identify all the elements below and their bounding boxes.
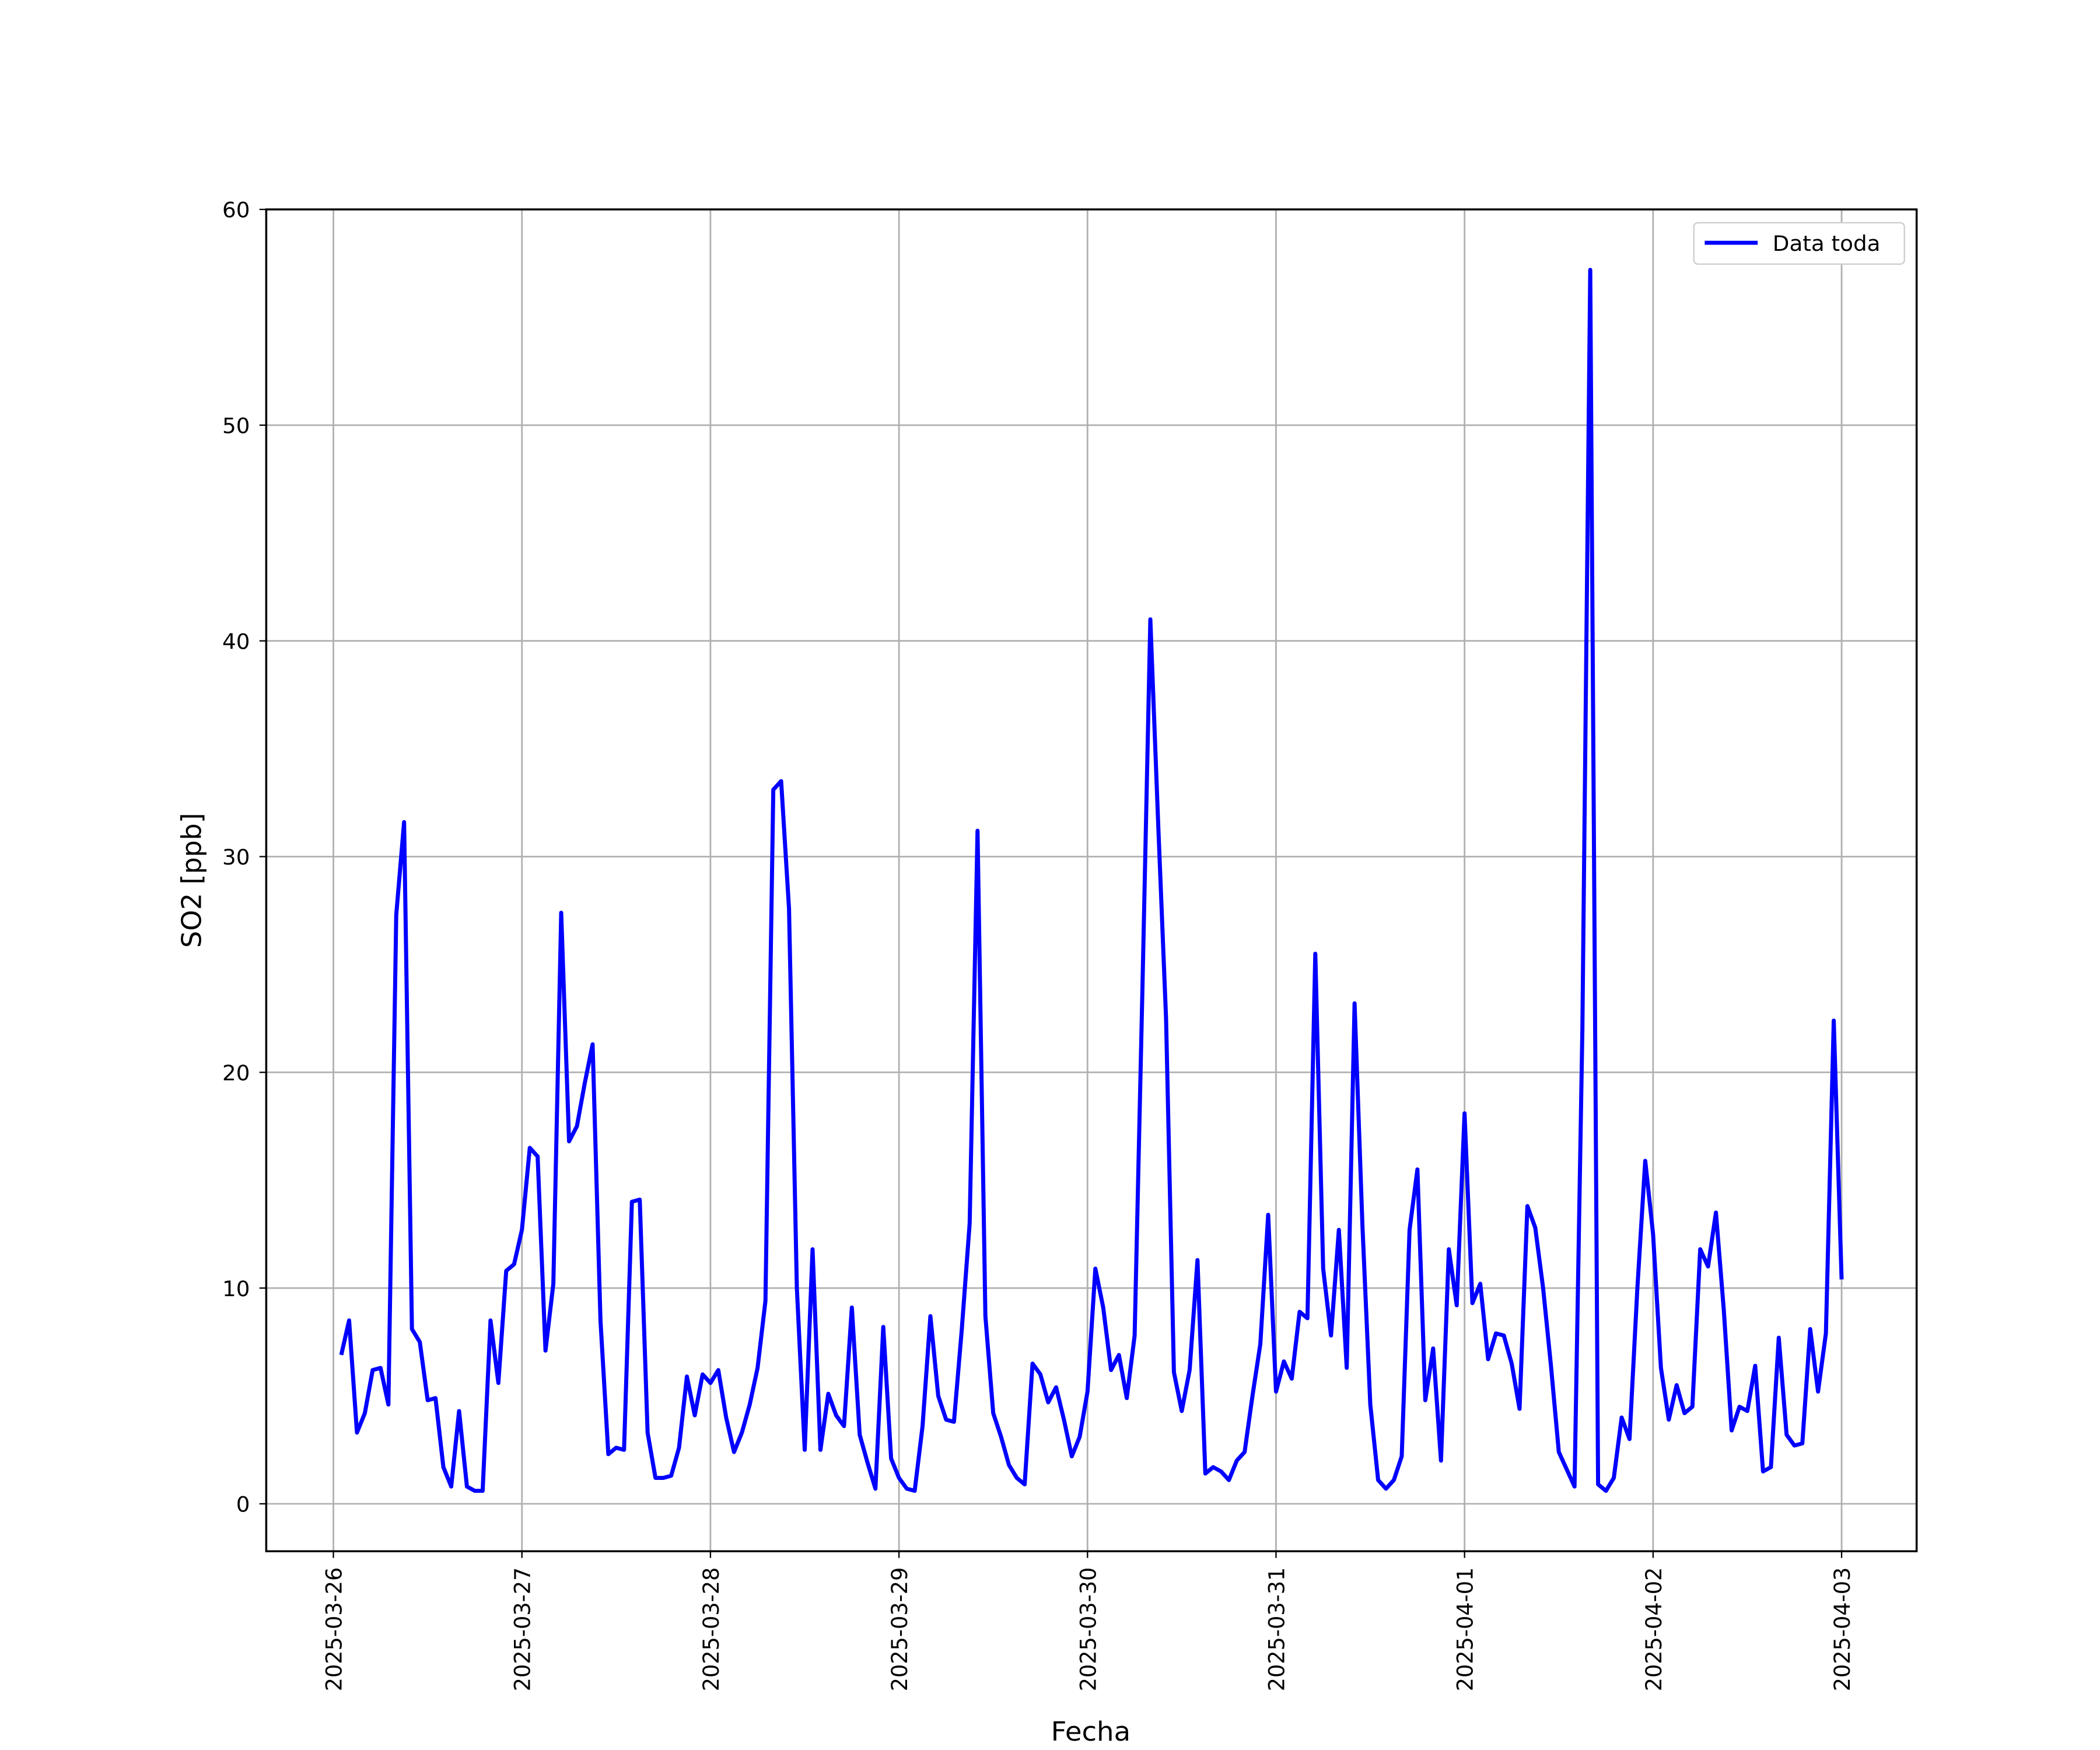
y-axis-label: SO2 [ppb] [176,813,207,947]
data-line [339,268,1844,1493]
x-tick-label: 2025-03-27 [510,1567,535,1692]
x-tick-label: 2025-04-01 [1452,1567,1478,1692]
y-tick-label: 50 [222,414,250,439]
y-tick-label: 40 [222,629,250,654]
legend-label: Data toda [1773,231,1881,256]
x-tick-label: 2025-03-28 [699,1567,724,1692]
x-tick-label: 2025-04-03 [1830,1567,1855,1692]
x-tick-label: 2025-03-29 [887,1567,912,1692]
x-tick-label: 2025-03-30 [1076,1567,1101,1692]
y-tick-label: 20 [222,1060,250,1086]
y-tick-label: 0 [236,1492,250,1517]
x-tick-label: 2025-03-31 [1264,1567,1289,1692]
plot-frame [265,208,1918,1553]
y-tick-label: 30 [222,845,250,870]
y-tick-label: 60 [222,198,250,223]
y-tick-label: 10 [222,1276,250,1301]
legend-box [1693,222,1905,265]
x-tick-label: 2025-04-02 [1642,1567,1667,1692]
x-axis-label: Fecha [1051,1716,1131,1747]
x-tick-label: 2025-03-26 [321,1567,346,1692]
